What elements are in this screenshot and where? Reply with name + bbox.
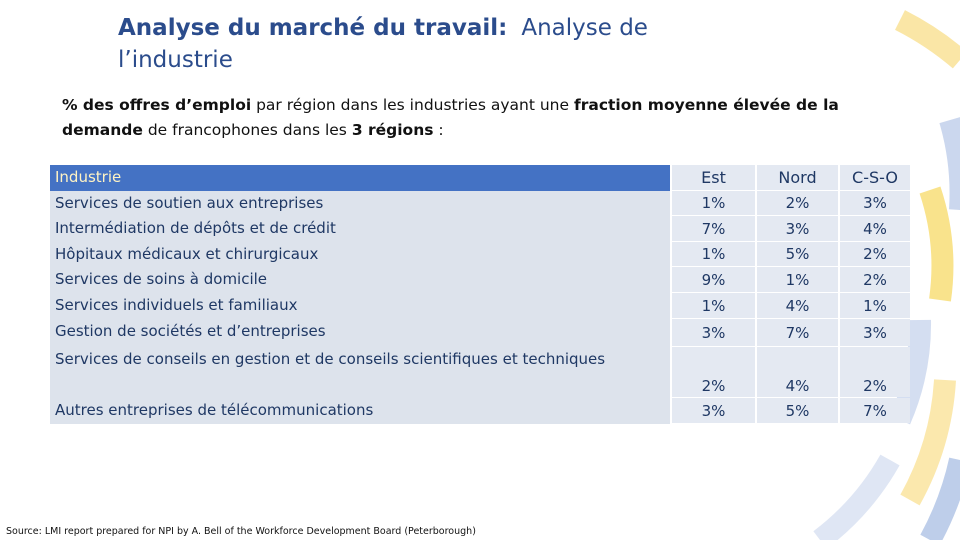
subtitle-segment: fraction moyenne élevée de la demande [62,96,839,139]
subtitle: % des offres d’emploi par région dans le… [62,93,862,143]
table-cell: 3% [757,216,838,241]
header-cell: Nord [757,165,838,190]
source: Source: LMI report prepared for NPI by A… [6,526,476,537]
table-cell: Services individuels et familiaux [50,293,670,319]
table-cell: 7% [840,398,910,423]
table-cell: Autres entreprises de télécommunications [50,398,670,424]
table-cell: 1% [757,267,838,292]
table-cell: 2% [757,191,838,215]
table-cell: 1% [672,191,755,215]
subtitle-segment: % des offres d’emploi [62,96,252,114]
header-cell: Est [672,165,755,190]
title-bold: Analyse du marché du travail: [118,15,508,41]
table-cell: 5% [757,242,838,266]
table-cell: 3% [840,191,910,215]
table-cell: 3% [840,319,910,346]
table-cell: Services de soins à domicile [50,267,670,293]
header-cell: C-S-O [840,165,910,190]
subtitle-segment: 3 régions [351,121,434,139]
table-cell: 1% [672,293,755,318]
table-cell: Hôpitaux médicaux et chirurgicaux [50,242,670,267]
table-cell: 4% [840,216,910,241]
table-cell: 5% [757,398,838,423]
table-cell: 1% [840,293,910,318]
table-cell: 2% [840,242,910,266]
table-cell: 3% [672,319,755,346]
table-cell: 3% [672,398,755,423]
table-cell: 7% [672,216,755,241]
table-cell: 7% [757,319,838,346]
title-regular: Analyse de l’industrie [118,15,648,73]
table-cell: 2% [840,267,910,292]
subtitle-segment: par région dans les industries ayant une [256,96,570,114]
table-cell: Services de conseils en gestion et de co… [50,347,670,398]
table-cell: 2% [840,347,910,397]
table-cell: Services de soutien aux entreprises [50,191,670,216]
table-cell: Intermédiation de dépôts et de crédit [50,216,670,242]
header-cell: Industrie [50,165,670,191]
table-cell: 1% [672,242,755,266]
table-cell: Gestion de sociétés et d’entreprises [50,319,670,347]
table-cell: 4% [757,347,838,397]
table-cell: 4% [757,293,838,318]
table-cell: 9% [672,267,755,292]
subtitle-segment: : [438,121,444,139]
title: Analyse du marché du travail: Analyse de … [118,12,758,76]
table-cell: 2% [672,347,755,397]
subtitle-segment: de francophones dans les [147,121,347,139]
